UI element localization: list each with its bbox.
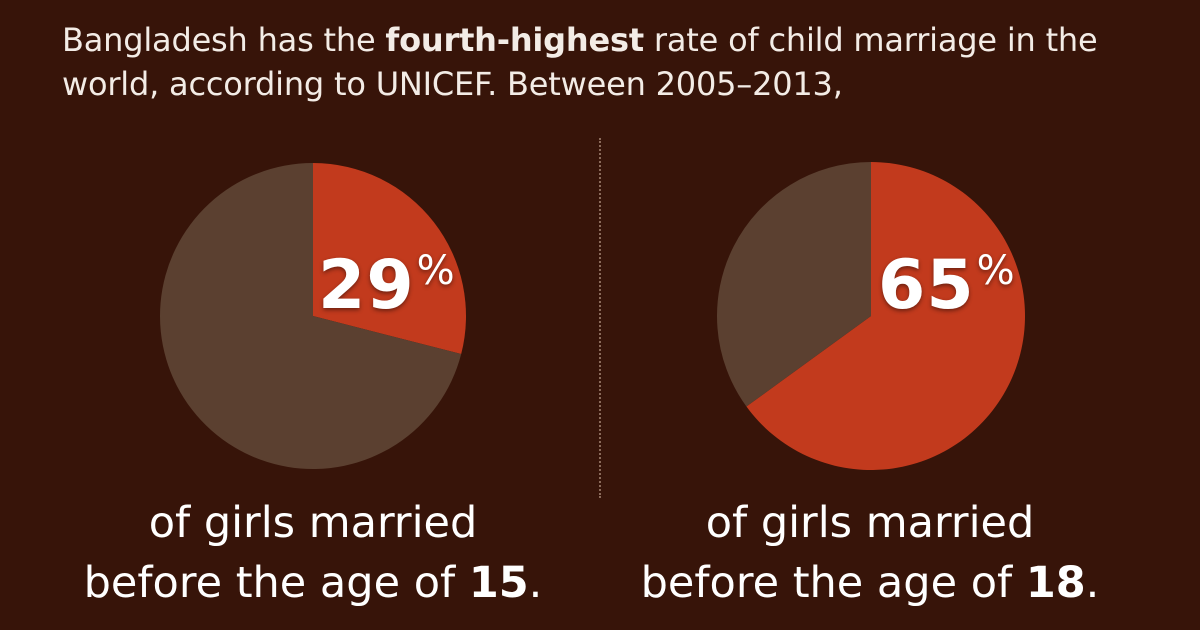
caption-line2: before the age of 15. [33, 553, 593, 613]
pie-chart-under-15 [159, 163, 466, 469]
caption-line1: of girls married [148, 498, 478, 548]
intro-part1: Bangladesh has the [62, 21, 386, 59]
percent-label-under-15: 29% [318, 246, 455, 325]
divider-line [599, 138, 601, 498]
caption-age: 15 [468, 558, 529, 608]
pie-chart-under-18 [717, 162, 1025, 471]
pie-slice-remainder [717, 162, 871, 407]
percent-value: 65 [878, 246, 975, 325]
pie-slice-highlight [313, 163, 466, 355]
intro-bold: fourth-highest [385, 21, 644, 59]
percent-value: 29 [318, 246, 415, 325]
percent-sign: % [976, 248, 1015, 294]
pie-slice-remainder [159, 163, 462, 469]
percent-label-under-18: 65% [878, 246, 1015, 325]
percent-sign: % [416, 248, 455, 294]
caption-line2-suffix: . [528, 558, 543, 608]
pie-slice-highlight [746, 162, 1025, 471]
caption-line2-prefix: before the age of [83, 558, 469, 608]
intro-text: Bangladesh has the fourth-highest rate o… [62, 18, 1142, 106]
caption-line2-suffix: . [1085, 558, 1100, 608]
caption-line2: before the age of 18. [590, 553, 1150, 613]
caption-under-15: of girls married before the age of 15. [33, 493, 593, 613]
caption-age: 18 [1025, 558, 1086, 608]
caption-line1: of girls married [705, 498, 1035, 548]
caption-under-18: of girls married before the age of 18. [590, 493, 1150, 613]
caption-line2-prefix: before the age of [640, 558, 1026, 608]
intro-part2: rate of child marriage in the world, acc… [62, 21, 1098, 103]
